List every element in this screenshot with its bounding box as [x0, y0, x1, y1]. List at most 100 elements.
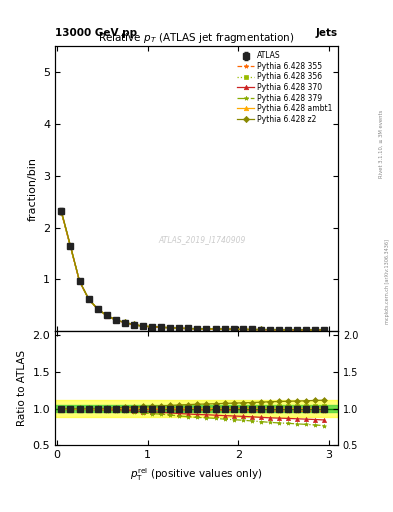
- Pythia 6.428 370: [313, 327, 318, 333]
- Pythia 6.428 356: [213, 326, 218, 332]
- Pythia 6.428 z2: [95, 306, 100, 312]
- Pythia 6.428 355: [304, 327, 309, 333]
- Pythia 6.428 379: [259, 327, 263, 333]
- Pythia 6.428 z2: [159, 324, 163, 330]
- Pythia 6.428 ambt1: [186, 326, 191, 332]
- Pythia 6.428 356: [177, 325, 182, 331]
- Pythia 6.428 370: [277, 327, 281, 333]
- Pythia 6.428 355: [105, 312, 109, 318]
- Pythia 6.428 379: [123, 320, 127, 326]
- Pythia 6.428 356: [241, 326, 245, 332]
- Pythia 6.428 356: [186, 325, 191, 331]
- Pythia 6.428 355: [159, 324, 163, 330]
- Pythia 6.428 z2: [250, 326, 254, 332]
- Pythia 6.428 ambt1: [231, 326, 236, 332]
- Pythia 6.428 355: [204, 326, 209, 332]
- Pythia 6.428 z2: [286, 327, 290, 333]
- Pythia 6.428 356: [132, 322, 136, 328]
- Pythia 6.428 z2: [322, 327, 327, 333]
- Pythia 6.428 z2: [213, 326, 218, 332]
- Pythia 6.428 355: [59, 209, 64, 215]
- Pythia 6.428 z2: [77, 278, 82, 284]
- Pythia 6.428 ambt1: [286, 327, 290, 333]
- Pythia 6.428 356: [86, 295, 91, 302]
- Pythia 6.428 355: [241, 326, 245, 332]
- Pythia 6.428 ambt1: [222, 326, 227, 332]
- Pythia 6.428 z2: [277, 327, 281, 333]
- Pythia 6.428 355: [195, 326, 200, 332]
- Pythia 6.428 356: [168, 325, 173, 331]
- Pythia 6.428 356: [231, 326, 236, 332]
- Pythia 6.428 379: [86, 296, 91, 302]
- Pythia 6.428 z2: [295, 327, 299, 333]
- Y-axis label: Ratio to ATLAS: Ratio to ATLAS: [17, 350, 27, 426]
- Pythia 6.428 ambt1: [150, 324, 154, 330]
- Pythia 6.428 370: [213, 326, 218, 332]
- Pythia 6.428 z2: [204, 326, 209, 332]
- Pythia 6.428 ambt1: [259, 327, 263, 333]
- Pythia 6.428 356: [204, 326, 209, 332]
- Pythia 6.428 379: [222, 326, 227, 332]
- Text: mcplots.cern.ch [arXiv:1306.3436]: mcplots.cern.ch [arXiv:1306.3436]: [385, 239, 389, 324]
- Pythia 6.428 370: [241, 327, 245, 333]
- Pythia 6.428 379: [286, 327, 290, 333]
- Pythia 6.428 370: [268, 327, 272, 333]
- Pythia 6.428 379: [114, 317, 118, 323]
- Pythia 6.428 370: [114, 317, 118, 323]
- Pythia 6.428 ambt1: [86, 296, 91, 302]
- Pythia 6.428 356: [159, 324, 163, 330]
- Pythia 6.428 356: [123, 319, 127, 326]
- Pythia 6.428 370: [105, 312, 109, 318]
- Pythia 6.428 ambt1: [268, 327, 272, 333]
- Pythia 6.428 355: [123, 319, 127, 326]
- Pythia 6.428 356: [268, 327, 272, 333]
- Line: Pythia 6.428 355: Pythia 6.428 355: [59, 210, 327, 332]
- Pythia 6.428 355: [77, 278, 82, 284]
- Pythia 6.428 379: [304, 327, 309, 333]
- Pythia 6.428 ambt1: [295, 327, 299, 333]
- Pythia 6.428 z2: [59, 208, 64, 214]
- Pythia 6.428 ambt1: [141, 323, 145, 329]
- Pythia 6.428 z2: [222, 326, 227, 332]
- Pythia 6.428 379: [231, 327, 236, 333]
- Pythia 6.428 370: [250, 327, 254, 333]
- Pythia 6.428 ambt1: [159, 324, 163, 330]
- Pythia 6.428 356: [286, 327, 290, 333]
- Pythia 6.428 z2: [186, 325, 191, 331]
- Text: Rivet 3.1.10, ≥ 3M events: Rivet 3.1.10, ≥ 3M events: [379, 109, 384, 178]
- X-axis label: $p_{\rm T}^{\rm rel}$ (positive values only): $p_{\rm T}^{\rm rel}$ (positive values o…: [130, 466, 263, 483]
- Pythia 6.428 356: [141, 323, 145, 329]
- Pythia 6.428 370: [159, 324, 163, 330]
- Title: Relative $p_{T}$ (ATLAS jet fragmentation): Relative $p_{T}$ (ATLAS jet fragmentatio…: [98, 31, 295, 45]
- Pythia 6.428 z2: [150, 324, 154, 330]
- Pythia 6.428 379: [313, 327, 318, 333]
- Pythia 6.428 379: [68, 244, 73, 250]
- Pythia 6.428 ambt1: [322, 327, 327, 333]
- Pythia 6.428 370: [295, 327, 299, 333]
- Text: Jets: Jets: [316, 28, 338, 38]
- Pythia 6.428 379: [322, 327, 327, 333]
- Pythia 6.428 z2: [231, 326, 236, 332]
- Pythia 6.428 355: [259, 327, 263, 333]
- Pythia 6.428 355: [177, 325, 182, 331]
- Pythia 6.428 ambt1: [177, 325, 182, 331]
- Pythia 6.428 370: [77, 279, 82, 285]
- Line: Pythia 6.428 ambt1: Pythia 6.428 ambt1: [59, 209, 327, 332]
- Pythia 6.428 379: [105, 313, 109, 319]
- Pythia 6.428 370: [304, 327, 309, 333]
- Pythia 6.428 370: [186, 326, 191, 332]
- Pythia 6.428 370: [168, 325, 173, 331]
- Pythia 6.428 355: [213, 326, 218, 332]
- Pythia 6.428 355: [286, 327, 290, 333]
- Pythia 6.428 379: [241, 327, 245, 333]
- Pythia 6.428 355: [132, 322, 136, 328]
- Pythia 6.428 355: [313, 327, 318, 333]
- Pythia 6.428 ambt1: [204, 326, 209, 332]
- Pythia 6.428 370: [195, 326, 200, 332]
- Pythia 6.428 z2: [86, 295, 91, 302]
- Pythia 6.428 z2: [114, 317, 118, 323]
- Pythia 6.428 370: [132, 322, 136, 328]
- Pythia 6.428 z2: [168, 325, 173, 331]
- Line: Pythia 6.428 379: Pythia 6.428 379: [59, 210, 327, 332]
- Pythia 6.428 z2: [132, 322, 136, 328]
